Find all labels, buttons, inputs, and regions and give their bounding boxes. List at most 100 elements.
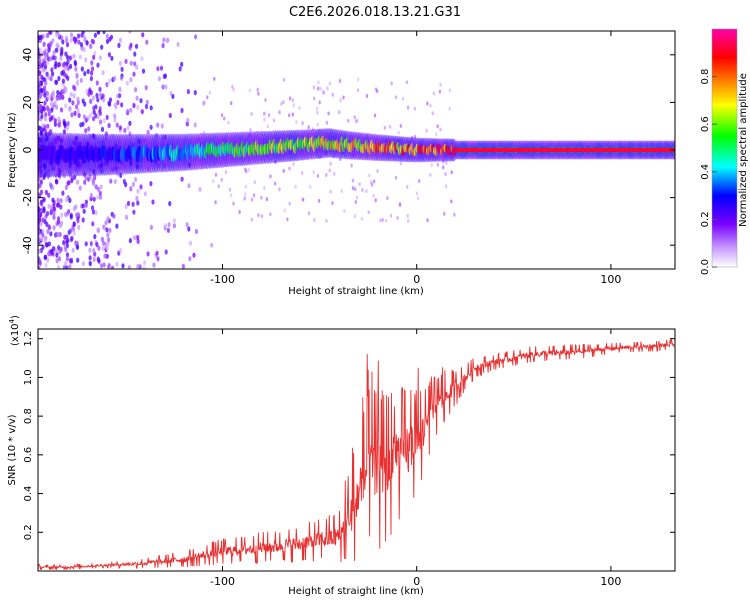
noise-speckle [252,193,256,198]
noise-speckle [83,101,87,107]
noise-speckle [54,47,59,53]
noise-speckle [128,120,132,126]
noise-speckle [108,227,112,233]
noise-speckle [40,109,44,115]
noise-speckle [263,186,266,191]
noise-speckle [295,120,298,125]
noise-speckle [40,74,44,80]
noise-speckle [93,234,97,240]
noise-speckle [62,129,66,135]
noise-speckle [118,93,122,99]
noise-speckle [405,80,409,85]
noise-speckle [227,120,230,125]
noise-speckle [89,43,93,50]
noise-speckle [431,111,434,116]
noise-speckle [118,125,122,131]
noise-speckle [406,184,409,189]
noise-speckle [118,60,123,66]
noise-speckle [38,265,41,269]
noise-speckle [43,116,48,122]
heatmap-y-tick-label: 40 [21,48,34,62]
noise-speckle [93,32,97,38]
noise-speckle [122,178,126,185]
noise-speckle [365,189,368,194]
noise-speckle [167,222,171,228]
noise-speckle [319,86,323,91]
heatmap-panel: -100 0 100 -40 -20 0 20 40 Height of straight … [7,30,676,297]
noise-speckle [331,92,334,97]
noise-speckle [69,91,73,97]
noise-speckle [46,123,50,129]
noise-speckle [353,214,357,219]
noise-speckle [162,37,166,43]
noise-speckle [230,101,233,106]
noise-speckle [430,163,433,168]
noise-speckle [43,92,47,98]
noise-speckle [96,97,100,103]
noise-speckle [76,179,80,185]
noise-speckle [86,68,90,75]
noise-speckle [125,214,129,220]
noise-speckle [105,227,109,233]
noise-speckle [172,223,176,229]
colorbar-tick-label: 0.2 [700,211,711,227]
noise-speckle [66,121,70,127]
noise-speckle [40,201,44,207]
noise-speckle [203,100,206,105]
noise-speckle [232,87,235,92]
noise-speckle [52,225,56,231]
noise-speckle [381,218,384,222]
noise-speckle [44,112,48,118]
noise-speckle [72,221,76,227]
noise-speckle [85,40,89,46]
noise-speckle [55,252,59,258]
noise-speckle [273,181,277,186]
noise-speckle [193,122,197,128]
noise-speckle [316,173,320,178]
noise-speckle [49,231,53,237]
noise-speckle [399,123,402,128]
snr-y-tick-label: 0.6 [23,447,34,463]
noise-speckle [448,106,451,111]
noise-speckle [60,46,64,53]
noise-speckle [70,235,74,242]
noise-speckle [38,259,42,265]
noise-speckle [44,213,48,219]
noise-speckle [57,61,62,68]
noise-speckle [263,117,266,122]
noise-speckle [90,70,94,76]
noise-speckle [134,176,138,183]
noise-speckle [119,247,123,254]
noise-speckle [55,96,59,102]
noise-speckle [187,183,191,189]
noise-speckle [110,55,114,61]
noise-speckle [84,128,88,134]
noise-speckle [318,100,321,105]
noise-speckle [47,74,51,80]
noise-speckle [51,246,56,252]
noise-speckle [450,199,453,204]
noise-speckle [96,62,100,68]
noise-speckle [108,36,112,42]
noise-speckle [134,43,139,49]
noise-speckle [401,96,405,101]
noise-speckle [160,123,164,129]
noise-speckle [269,212,272,217]
colorbar: 0.0 0.2 0.4 0.6 0.8 Normalized spectral ampl… [700,28,749,275]
noise-speckle [367,210,370,215]
noise-speckle [307,125,310,130]
noise-speckle [394,175,398,180]
noise-speckle [75,212,79,218]
noise-speckle [128,238,132,244]
noise-speckle [406,213,409,218]
noise-speckle [342,95,345,100]
noise-speckle [98,190,102,196]
noise-speckle [312,170,315,175]
snr-series-line [38,338,675,570]
noise-speckle [358,182,361,187]
noise-speckle [163,223,167,229]
noise-speckle [88,247,92,253]
noise-speckle [399,161,403,166]
noise-speckle [62,240,66,246]
